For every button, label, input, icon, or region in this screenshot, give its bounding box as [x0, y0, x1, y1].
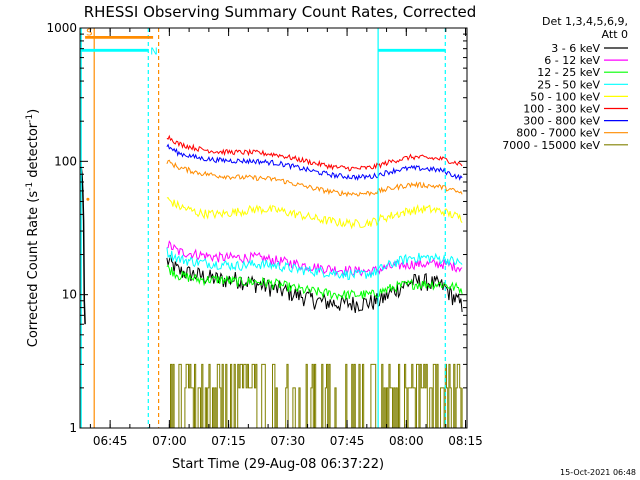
attenuator-bar-label: N [150, 46, 157, 57]
y-axis-label-exponent: -1 [25, 182, 35, 191]
x-tick-label: 07:30 [271, 434, 306, 448]
series-line [166, 134, 463, 172]
legend-header-line: Att 0 [602, 28, 628, 41]
y-tick-label: 1 [69, 421, 77, 435]
legend-entry-label: 100 - 300 keV [523, 103, 600, 116]
x-axis-label: Start Time (29-Aug-08 06:37:22) [172, 457, 384, 472]
x-tick-label: 08:00 [389, 434, 424, 448]
y-tick-label: 1000 [46, 21, 77, 35]
early-segment-line [80, 167, 86, 325]
x-tick-label: 07:00 [152, 434, 187, 448]
x-tick-label: 06:45 [93, 434, 128, 448]
time-markers [80, 28, 446, 428]
legend-entry-label: 25 - 50 keV [537, 78, 600, 91]
legend-entry-label: 6 - 12 keV [544, 54, 600, 67]
legend-entry-label: 300 - 800 keV [523, 115, 600, 128]
y-axis-label-part: detector [26, 122, 41, 182]
legend-entry-label: 7000 - 15000 keV [502, 139, 600, 152]
series-line [166, 143, 463, 182]
x-tick-label: 08:15 [448, 434, 483, 448]
plot-frame [79, 27, 468, 429]
y-axis-label-part: ) [26, 109, 41, 114]
legend-header-line: Det 1,3,4,5,6,9, [542, 15, 628, 28]
data-point [86, 197, 90, 201]
y-axis-label-exponent: -1 [25, 114, 35, 123]
attenuator-bar-label: S [86, 27, 92, 38]
series-line [166, 255, 463, 313]
y-axis-label-part: Corrected Count Rate (s [26, 191, 41, 348]
series-line [166, 197, 463, 230]
footer-timestamp: 15-Oct-2021 06:48 [560, 468, 636, 477]
legend-entry-label: 12 - 25 keV [537, 66, 600, 79]
series-line [166, 264, 463, 301]
y-tick-label: 100 [54, 154, 77, 168]
y-tick-label: 10 [62, 288, 77, 302]
x-tick-label: 07:15 [211, 434, 246, 448]
y-axis-label: Corrected Count Rate (s-1 detector-1) [25, 109, 41, 347]
x-tick-label: 07:45 [330, 434, 365, 448]
attenuator-bars: SN [80, 27, 446, 57]
chart-title: RHESSI Observing Summary Count Rates, Co… [84, 3, 477, 21]
legend-entry-label: 800 - 7000 keV [516, 127, 600, 140]
axis-ticks: 1 10 100 1000 06:45 07:00 07:15 07:30 07:45 08:00… [46, 21, 482, 448]
legend-entry-label: 3 - 6 keV [551, 42, 600, 55]
legend-entry-label: 50 - 100 keV [530, 90, 600, 103]
series-line [166, 240, 463, 277]
series-line [166, 159, 463, 198]
series-line [166, 247, 463, 281]
